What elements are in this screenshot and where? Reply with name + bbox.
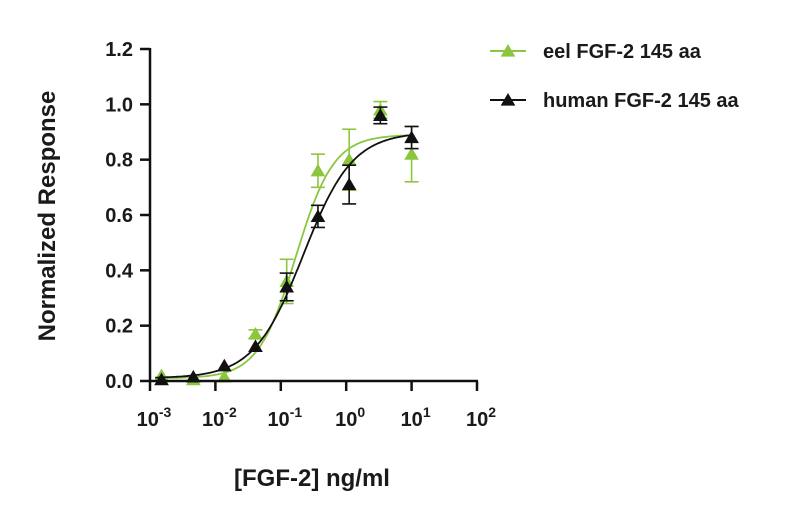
- y-tick-label: 0.6: [105, 205, 133, 227]
- data-point: [373, 108, 388, 121]
- x-tick-label: 102: [466, 404, 496, 431]
- y-tick-label: 1.2: [105, 39, 133, 61]
- plot-area: [154, 100, 419, 386]
- legend: eel FGF-2 145 aa human FGF-2 145 aa: [490, 41, 739, 112]
- data-point: [310, 163, 326, 177]
- legend-label: human FGF-2 145 aa: [543, 90, 739, 112]
- x-tick-label: 100: [335, 404, 365, 431]
- data-point: [310, 209, 326, 222]
- y-axis-label: Normalized Response: [34, 91, 61, 342]
- x-axis-label: [FGF-2] ng/ml: [234, 465, 390, 492]
- data-point: [248, 339, 263, 353]
- x-axis: 10-3 10-2 10-1 100 101 102: [137, 379, 496, 431]
- x-tick-label: 10-2: [202, 404, 237, 431]
- legend-marker: [500, 44, 516, 57]
- fit-curve: [155, 134, 412, 379]
- data-point: [216, 369, 232, 383]
- data-point: [404, 147, 419, 160]
- y-tick-label: 1.0: [105, 94, 133, 116]
- y-axis: 0.0 0.2 0.4 0.6 0.8 1.0 1.2: [105, 39, 152, 393]
- series-2: [154, 106, 419, 386]
- data-point: [185, 369, 201, 383]
- y-tick-label: 0.2: [105, 316, 133, 338]
- y-tick-label: 0.4: [105, 260, 134, 282]
- legend-marker: [500, 93, 516, 106]
- x-tick-label: 101: [401, 404, 431, 431]
- legend-label: eel FGF-2 145 aa: [543, 41, 702, 63]
- fit-curve: [155, 134, 412, 380]
- data-point: [404, 130, 419, 144]
- series-1: [154, 100, 419, 386]
- data-point: [341, 177, 357, 191]
- data-point: [248, 326, 263, 340]
- data-point: [216, 358, 232, 372]
- data-point: [279, 279, 295, 293]
- x-tick-label: 10-1: [267, 404, 302, 431]
- x-tick-label: 10-3: [137, 404, 172, 431]
- y-tick-label: 0.0: [105, 371, 133, 393]
- y-tick-label: 0.8: [105, 150, 133, 172]
